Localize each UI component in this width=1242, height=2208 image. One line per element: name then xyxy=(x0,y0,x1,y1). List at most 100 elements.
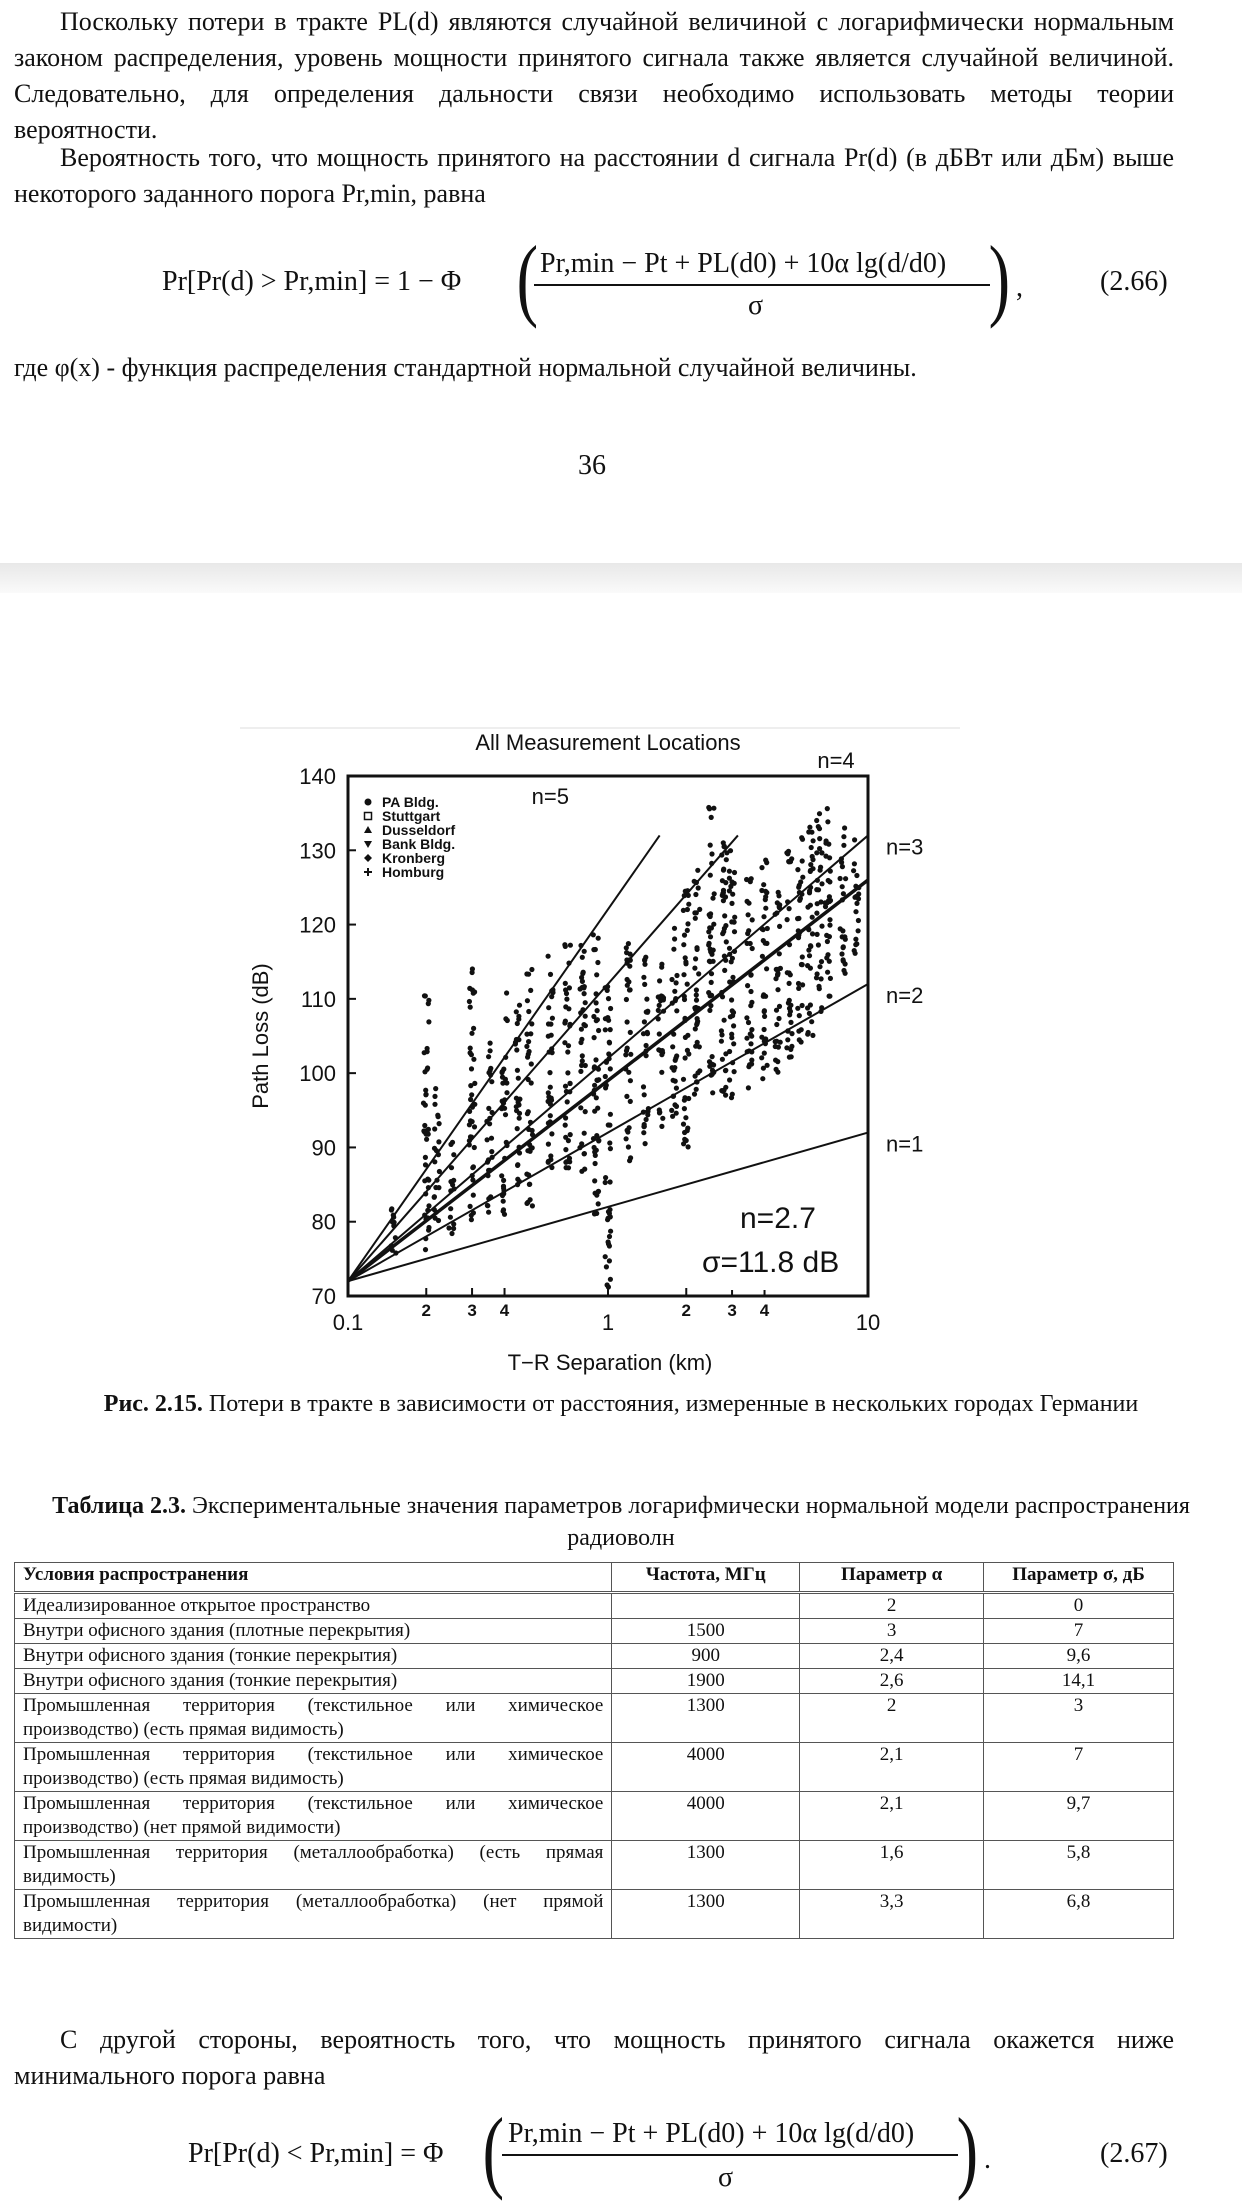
data-point xyxy=(545,1090,551,1096)
data-point xyxy=(711,891,717,897)
reference-line xyxy=(347,983,869,1283)
legend-label: Dusseldorf xyxy=(382,822,455,838)
data-point xyxy=(797,895,804,902)
data-point xyxy=(623,1048,630,1054)
data-point xyxy=(470,1210,476,1216)
data-point xyxy=(623,996,629,1003)
table-row: Идеализированное открытое пространство 2 0 xyxy=(13,1592,1174,1619)
data-point xyxy=(486,1054,492,1060)
x-axis-label: T−R Separation (km) xyxy=(508,1350,713,1375)
data-point xyxy=(606,1233,613,1240)
data-point xyxy=(659,1123,665,1129)
data-point xyxy=(853,909,859,915)
data-point xyxy=(594,1210,600,1216)
data-point xyxy=(761,914,767,920)
data-point xyxy=(528,987,534,993)
data-point xyxy=(744,1035,750,1041)
data-point xyxy=(707,934,714,940)
equation-number: (2.67) xyxy=(1100,2138,1168,2169)
data-point xyxy=(710,895,716,901)
data-point xyxy=(644,1009,651,1015)
data-point xyxy=(448,1165,455,1171)
data-point xyxy=(671,946,677,952)
cell-sigma: 3 xyxy=(983,1693,1174,1743)
data-point xyxy=(582,1013,588,1019)
data-point xyxy=(764,925,770,932)
data-point xyxy=(566,985,572,991)
data-point xyxy=(707,913,713,920)
data-point xyxy=(686,1095,692,1102)
data-point xyxy=(816,811,823,817)
data-point xyxy=(435,1217,442,1224)
data-point xyxy=(795,916,801,922)
legend-marker xyxy=(364,854,372,862)
data-point xyxy=(527,1197,533,1203)
data-point xyxy=(606,1258,612,1264)
legend-label: PA Bldg. xyxy=(382,794,439,810)
data-point xyxy=(578,1105,584,1111)
data-point xyxy=(591,1035,597,1041)
data-point xyxy=(775,1059,781,1065)
figure-caption-text: Потери в тракте в зависимости от расстоя… xyxy=(202,1391,1139,1417)
data-point xyxy=(681,932,688,938)
figure-chart: All Measurement Locations 70 80 90 100 110 120… xyxy=(240,726,960,1386)
data-point xyxy=(641,1123,647,1129)
data-point xyxy=(799,858,805,864)
data-point xyxy=(625,1144,631,1150)
data-point xyxy=(763,888,769,894)
data-point xyxy=(692,965,698,971)
data-point xyxy=(718,1028,724,1034)
data-point xyxy=(730,891,736,897)
data-point xyxy=(851,948,857,954)
data-point xyxy=(563,1115,569,1121)
data-point xyxy=(727,1048,733,1055)
data-point xyxy=(596,1027,602,1034)
data-point xyxy=(433,1086,439,1092)
table-caption: Таблица 2.3. Экспериментальные значения … xyxy=(40,1490,1202,1554)
cell-frequency: 4000 xyxy=(611,1742,801,1792)
data-point xyxy=(839,864,846,870)
data-point xyxy=(762,1013,768,1019)
data-point xyxy=(501,1066,507,1072)
legend-marker xyxy=(363,811,373,821)
reference-line xyxy=(347,834,661,1282)
data-point xyxy=(722,967,728,973)
data-point xyxy=(471,1144,477,1151)
equation-lhs: Pr[Pr(d) > Pr,min] = 1 − Φ xyxy=(162,266,462,297)
data-point xyxy=(817,846,823,852)
data-point xyxy=(448,1141,454,1147)
data-point xyxy=(854,872,860,879)
data-point xyxy=(720,898,726,904)
x-tick-label: 3 xyxy=(727,1301,736,1320)
data-point xyxy=(761,1009,767,1015)
data-point xyxy=(745,983,751,989)
data-point xyxy=(673,1110,679,1116)
data-point xyxy=(593,1057,599,1063)
data-point xyxy=(547,1113,553,1119)
x-tick-label: 10 xyxy=(856,1310,880,1335)
data-point xyxy=(627,987,633,993)
data-point xyxy=(719,1056,725,1062)
data-point xyxy=(469,1030,475,1036)
cell-conditions: Внутри офисного здания (плотные перекрыт… xyxy=(13,1618,613,1644)
data-point xyxy=(853,936,859,942)
reference-line-label: n=1 xyxy=(886,1131,923,1156)
data-point xyxy=(759,865,765,871)
data-point xyxy=(504,1090,510,1096)
data-point xyxy=(745,1019,752,1026)
data-point xyxy=(681,1141,687,1147)
data-point xyxy=(744,940,750,946)
data-point xyxy=(827,993,833,999)
data-point xyxy=(819,881,825,887)
data-point xyxy=(787,1008,794,1014)
data-point xyxy=(775,1044,782,1050)
annotation-background xyxy=(692,1192,862,1290)
data-point xyxy=(682,955,688,961)
data-point xyxy=(730,974,736,980)
data-point xyxy=(671,925,678,931)
data-point xyxy=(761,882,767,888)
data-point xyxy=(623,1052,629,1058)
data-point xyxy=(711,805,717,811)
data-point xyxy=(816,983,822,989)
data-point xyxy=(515,1075,521,1081)
